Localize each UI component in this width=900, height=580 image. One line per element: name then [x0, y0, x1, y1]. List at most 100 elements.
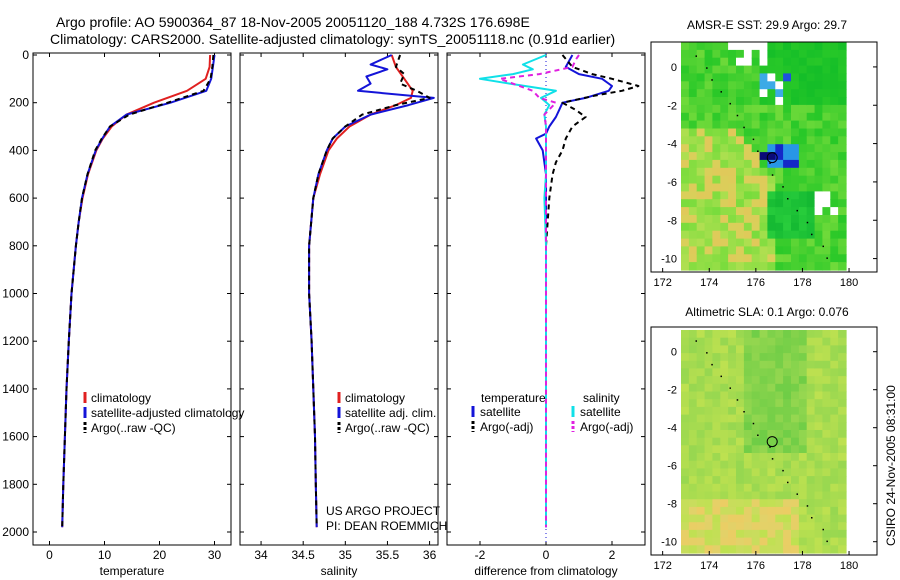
- heatmap-cell: [743, 104, 753, 114]
- heatmap-cell: [806, 222, 816, 232]
- track-dot: [826, 257, 828, 259]
- heatmap-cell: [759, 499, 769, 508]
- heatmap-cell: [830, 368, 839, 377]
- heatmap-cell: [806, 120, 816, 130]
- track-dot: [720, 375, 722, 378]
- heatmap-cell: [681, 199, 690, 208]
- heatmap-cell: [743, 230, 753, 240]
- heatmap-cell: [743, 360, 753, 370]
- heatmap-cell: [728, 337, 737, 346]
- heatmap-cell: [712, 545, 721, 554]
- heatmap-cell: [775, 453, 784, 462]
- heatmap-cell: [830, 215, 839, 224]
- legend-label: Argo(-adj): [580, 420, 633, 434]
- heatmap-cell: [743, 73, 753, 82]
- heatmap-cell: [720, 183, 729, 192]
- heatmap-cell: [751, 483, 761, 493]
- heatmap-cell: [712, 360, 721, 370]
- heatmap-cell: [767, 89, 776, 98]
- track-dot: [736, 399, 739, 401]
- heatmap-cells: [681, 42, 847, 271]
- heatmap-cell: [822, 230, 831, 240]
- heatmap-cell: [681, 345, 690, 354]
- heatmap-cell: [838, 191, 847, 200]
- heatmap-cell: [712, 376, 721, 385]
- x-tick-label: 176: [747, 560, 765, 572]
- heatmap-cell: [767, 491, 776, 500]
- heatmap-cell: [720, 207, 729, 216]
- heatmap-cell: [814, 406, 824, 416]
- y-tick-label: -2: [667, 385, 677, 397]
- heatmap-cell: [806, 112, 816, 122]
- heatmap-cell: [743, 97, 753, 106]
- heatmap-cell: [838, 89, 847, 98]
- heatmap-cell: [830, 483, 839, 493]
- heatmap-cell: [775, 128, 784, 137]
- heatmap-cell: [775, 360, 784, 370]
- heatmap-cell: [688, 345, 698, 354]
- heatmap-cell: [712, 499, 721, 508]
- heatmap-cell: [791, 453, 800, 462]
- heatmap-cell: [838, 483, 847, 493]
- heatmap-cell: [759, 491, 769, 500]
- heatmap-cell: [798, 73, 808, 82]
- heatmap-cell: [775, 175, 784, 185]
- heatmap-cell: [696, 406, 706, 416]
- heatmap-cell: [751, 230, 761, 240]
- heatmap-cell: [759, 376, 769, 385]
- heatmap-cell: [838, 128, 847, 137]
- heatmap-cell: [791, 246, 800, 255]
- heatmap-cell: [814, 491, 824, 500]
- heatmap-cell: [751, 399, 761, 408]
- heatmap-cell: [830, 376, 839, 385]
- heatmap-cell: [798, 152, 808, 161]
- heatmap-cell: [712, 152, 721, 161]
- heatmap-cell: [720, 144, 729, 153]
- heatmap-cell: [767, 97, 776, 106]
- heatmap-cell: [775, 545, 784, 554]
- heatmap-cell: [751, 183, 761, 192]
- heatmap-cell: [728, 175, 737, 185]
- heatmap-cell: [712, 337, 721, 346]
- heatmap-cell: [696, 529, 706, 539]
- heatmap-cell: [681, 238, 690, 248]
- heatmap-cell: [838, 545, 847, 554]
- heatmap-cell: [806, 476, 816, 485]
- heatmap-cell: [704, 399, 714, 408]
- heatmap-cell: [767, 136, 776, 145]
- heatmap-cell: [775, 49, 784, 59]
- heatmap-cell: [822, 81, 831, 90]
- heatmap-cell: [681, 49, 690, 59]
- heatmap-cell: [696, 476, 706, 485]
- heatmap-cell: [806, 499, 816, 508]
- heatmap-cell: [798, 144, 808, 153]
- heatmap-cell: [783, 175, 792, 185]
- heatmap-cell: [736, 545, 745, 554]
- heatmap-cell: [806, 246, 816, 255]
- x-tick-label: 174: [700, 560, 718, 572]
- heatmap-cell: [822, 73, 831, 82]
- heatmap-cell: [759, 522, 769, 531]
- heatmap-cell: [712, 537, 721, 546]
- heatmap-cell: [720, 337, 729, 346]
- heatmap-cell: [775, 537, 784, 546]
- heatmap-cell: [688, 430, 698, 439]
- heatmap-cell: [704, 254, 714, 263]
- heatmap-cell: [830, 262, 839, 271]
- heatmap-cell: [822, 414, 831, 423]
- heatmap-cell: [696, 254, 706, 263]
- heatmap-cell: [814, 104, 824, 114]
- heatmap-cell: [720, 112, 729, 122]
- heatmap-cell: [736, 406, 745, 416]
- heatmap-cell: [783, 89, 792, 98]
- heatmap-cell: [743, 491, 753, 500]
- heatmap-cell: [791, 89, 800, 98]
- heatmap-cell: [783, 483, 792, 493]
- heatmap-cell: [798, 330, 808, 339]
- heatmap-cell: [838, 453, 847, 462]
- heatmap-cell: [775, 422, 784, 431]
- heatmap-cell: [712, 445, 721, 454]
- heatmap-cell: [720, 89, 729, 98]
- heatmap-cell: [743, 399, 753, 408]
- heatmap-cell: [728, 483, 737, 493]
